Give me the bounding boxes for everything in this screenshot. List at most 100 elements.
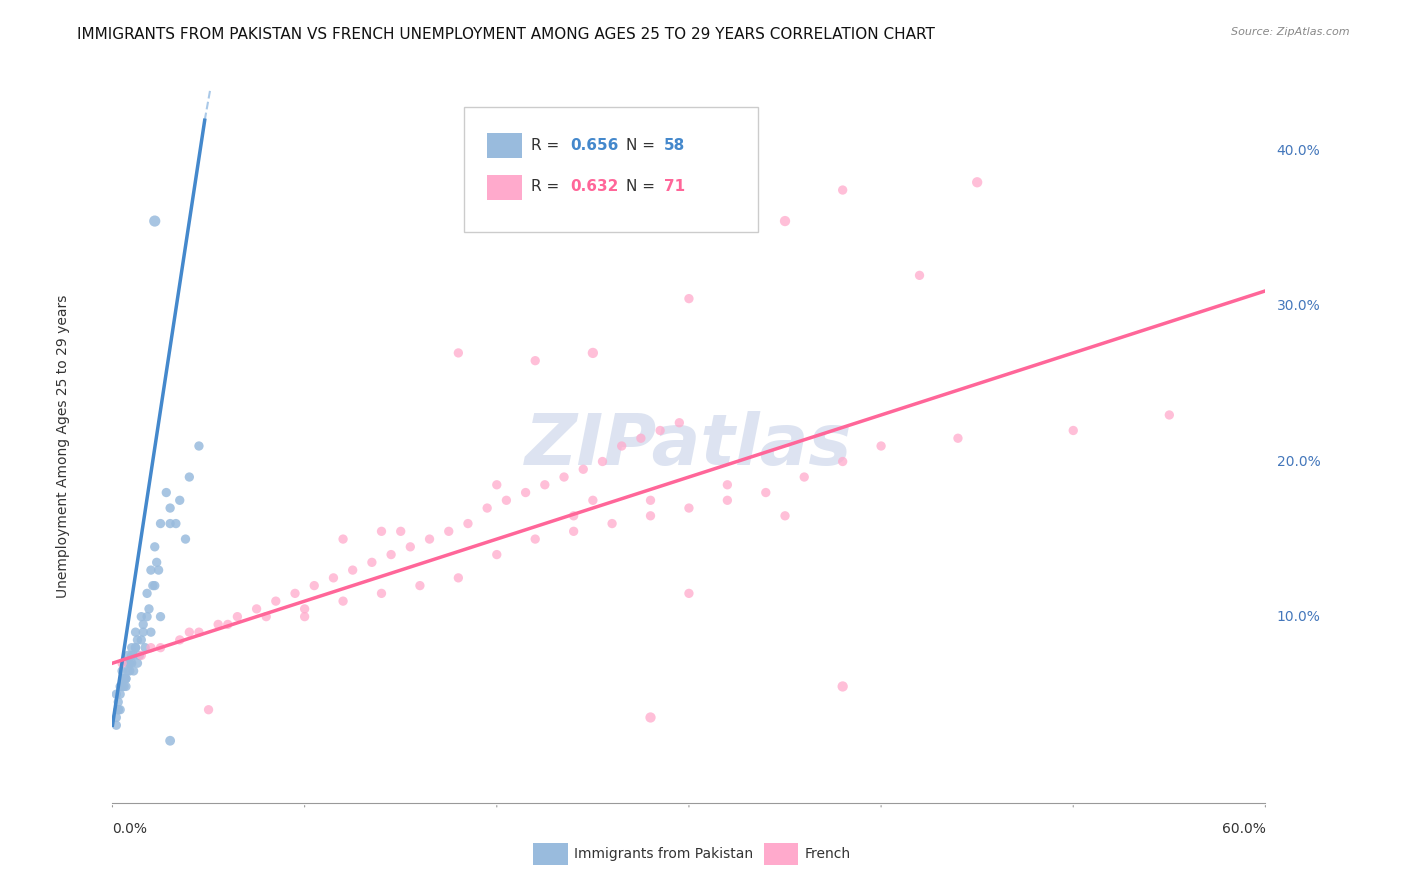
Point [447,346,470,360]
Point [946,431,969,445]
Point [640,710,662,724]
Point [254,609,277,624]
Point [562,524,585,539]
Point [149,609,172,624]
Text: N =: N = [626,138,659,153]
Point [582,346,605,360]
Point [650,424,672,438]
Point [678,501,700,516]
Point [169,493,191,508]
Point [572,462,595,476]
Text: R =: R = [531,138,564,153]
Point [129,648,153,663]
Point [600,516,623,531]
Point [534,477,557,491]
Point [592,454,614,468]
Point [115,680,138,694]
Point [129,609,153,624]
Point [1159,408,1181,422]
Text: Source: ZipAtlas.com: Source: ZipAtlas.com [1232,27,1350,37]
Point [562,508,585,523]
Point [370,586,392,600]
Point [121,648,143,663]
Point [640,508,662,523]
Point [485,477,508,491]
Point [159,516,181,531]
Point [169,632,191,647]
Point [174,532,197,546]
Point [342,563,364,577]
Point [524,532,547,546]
Point [124,640,146,655]
Point [370,524,392,539]
Point [143,579,166,593]
Text: French: French [804,847,851,861]
Point [831,680,853,694]
Point [107,703,129,717]
Point [143,540,166,554]
Text: 58: 58 [664,138,685,153]
Text: 20.0%: 20.0% [1277,455,1320,468]
Point [870,439,893,453]
Point [149,516,172,531]
Point [668,416,690,430]
Point [246,602,269,616]
Point [139,563,162,577]
Text: 71: 71 [664,179,685,194]
Text: Unemployment Among Ages 25 to 29 years: Unemployment Among Ages 25 to 29 years [56,294,70,598]
Point [188,625,211,640]
Text: 0.632: 0.632 [571,179,619,194]
Point [134,640,156,655]
Point [121,656,143,670]
Point [361,555,384,569]
Bar [488,134,522,159]
Point [582,493,605,508]
Point [117,648,139,663]
Point [419,532,441,546]
Point [966,175,988,189]
Point [159,733,181,747]
Point [136,609,159,624]
Point [136,586,159,600]
Point [495,493,517,508]
Point [149,640,172,655]
Point [197,703,219,717]
Point [132,625,155,640]
Point [111,656,134,670]
Point [124,625,146,640]
Point [399,540,422,554]
Point [122,648,145,663]
Point [122,664,145,678]
Text: Immigrants from Pakistan: Immigrants from Pakistan [574,847,752,861]
Point [389,524,412,539]
Point [332,532,354,546]
Point [124,640,146,655]
Point [142,579,165,593]
Text: 10.0%: 10.0% [1277,609,1320,624]
Point [108,703,131,717]
Point [294,609,316,624]
Point [553,470,575,484]
Point [112,672,135,686]
Point [128,648,150,663]
Point [179,625,201,640]
Text: 0.656: 0.656 [571,138,619,153]
Point [217,617,239,632]
Point [139,640,162,655]
Point [132,617,155,632]
Point [118,664,141,678]
Point [524,353,547,368]
Bar [488,175,522,200]
Point [179,470,201,484]
Point [188,439,211,453]
Point [207,617,229,632]
Point [129,632,153,647]
Point [755,485,778,500]
Point [773,508,796,523]
Point [304,579,326,593]
Text: IMMIGRANTS FROM PAKISTAN VS FRENCH UNEMPLOYMENT AMONG AGES 25 TO 29 YEARS CORREL: IMMIGRANTS FROM PAKISTAN VS FRENCH UNEMP… [77,27,935,42]
Text: N =: N = [626,179,659,194]
Point [793,470,815,484]
FancyBboxPatch shape [464,107,758,232]
Point [145,555,167,569]
